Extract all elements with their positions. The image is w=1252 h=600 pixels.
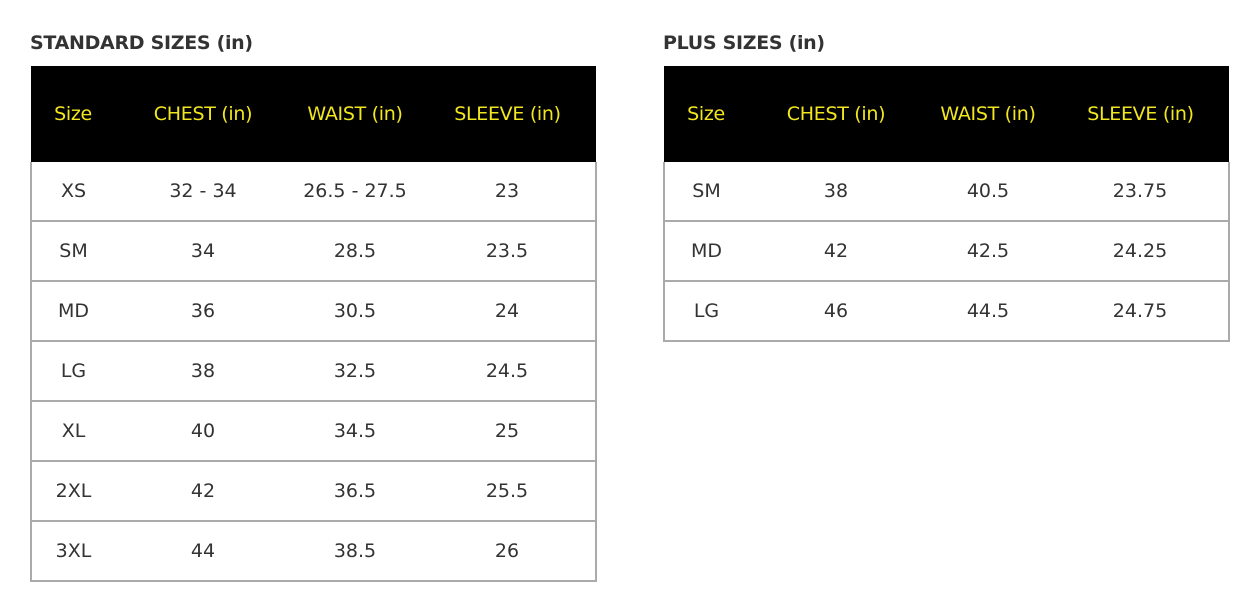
column-header: Size	[31, 66, 115, 162]
column-header: Size	[664, 66, 748, 162]
table-cell: SM	[30, 221, 115, 282]
table-cell: 28.5	[291, 221, 419, 282]
table-row: 2XL 42 36.5 25.5	[30, 461, 597, 522]
table-cell: 24	[419, 281, 597, 342]
table-cell: 42	[748, 221, 924, 282]
table-header-row: Size CHEST (in) WAIST (in) SLEEVE (in)	[664, 66, 1229, 162]
table-cell: MD	[663, 221, 748, 282]
table-cell: 38.5	[291, 521, 419, 582]
table-cell: 34	[115, 221, 291, 282]
column-header: SLEEVE (in)	[419, 66, 596, 162]
table-cell: 2XL	[30, 461, 115, 522]
table-cell: 38	[748, 162, 924, 222]
table-row: MD 42 42.5 24.25	[663, 221, 1230, 282]
table-cell: 42.5	[924, 221, 1052, 282]
table-cell: 26	[419, 521, 597, 582]
column-header: SLEEVE (in)	[1052, 66, 1229, 162]
table-cell: LG	[30, 341, 115, 402]
table-cell: 34.5	[291, 401, 419, 462]
standard-sizes-section: STANDARD SIZES (in) Size CHEST (in) WAIST …	[30, 32, 597, 582]
table-cell: 44	[115, 521, 291, 582]
table-cell: SM	[663, 162, 748, 222]
table-cell: 32 - 34	[115, 162, 291, 222]
table-row: MD 36 30.5 24	[30, 281, 597, 342]
table-cell: XS	[30, 162, 115, 222]
table-cell: 36	[115, 281, 291, 342]
table-cell: 36.5	[291, 461, 419, 522]
table-cell: 25.5	[419, 461, 597, 522]
table-cell: 3XL	[30, 521, 115, 582]
table-header-row: Size CHEST (in) WAIST (in) SLEEVE (in)	[31, 66, 596, 162]
table-cell: 38	[115, 341, 291, 402]
column-header: CHEST (in)	[115, 66, 291, 162]
table-cell: 42	[115, 461, 291, 522]
table-row: XS 32 - 34 26.5 - 27.5 23	[30, 162, 597, 222]
column-header: CHEST (in)	[748, 66, 924, 162]
table-cell: 23	[419, 162, 597, 222]
plus-sizes-table: Size CHEST (in) WAIST (in) SLEEVE (in) SM 38…	[663, 66, 1230, 342]
table-cell: XL	[30, 401, 115, 462]
standard-sizes-title: STANDARD SIZES (in)	[30, 32, 253, 54]
standard-sizes-table: Size CHEST (in) WAIST (in) SLEEVE (in) XS 32…	[30, 66, 597, 582]
table-cell: 24.5	[419, 341, 597, 402]
table-row: SM 34 28.5 23.5	[30, 221, 597, 282]
table-cell: 25	[419, 401, 597, 462]
table-cell: 44.5	[924, 281, 1052, 342]
table-cell: 46	[748, 281, 924, 342]
table-cell: 23.5	[419, 221, 597, 282]
table-cell: 23.75	[1052, 162, 1230, 222]
table-cell: 24.25	[1052, 221, 1230, 282]
plus-sizes-section: PLUS SIZES (in) Size CHEST (in) WAIST (in)…	[663, 32, 1230, 342]
column-header: WAIST (in)	[924, 66, 1052, 162]
table-row: LG 46 44.5 24.75	[663, 281, 1230, 342]
table-cell: 40	[115, 401, 291, 462]
table-cell: 24.75	[1052, 281, 1230, 342]
table-row: LG 38 32.5 24.5	[30, 341, 597, 402]
column-header: WAIST (in)	[291, 66, 419, 162]
table-cell: LG	[663, 281, 748, 342]
table-cell: 26.5 - 27.5	[291, 162, 419, 222]
table-cell: 30.5	[291, 281, 419, 342]
table-row: 3XL 44 38.5 26	[30, 521, 597, 582]
table-cell: MD	[30, 281, 115, 342]
table-cell: 32.5	[291, 341, 419, 402]
table-cell: 40.5	[924, 162, 1052, 222]
plus-sizes-title: PLUS SIZES (in)	[663, 32, 825, 54]
table-row: SM 38 40.5 23.75	[663, 162, 1230, 222]
table-row: XL 40 34.5 25	[30, 401, 597, 462]
